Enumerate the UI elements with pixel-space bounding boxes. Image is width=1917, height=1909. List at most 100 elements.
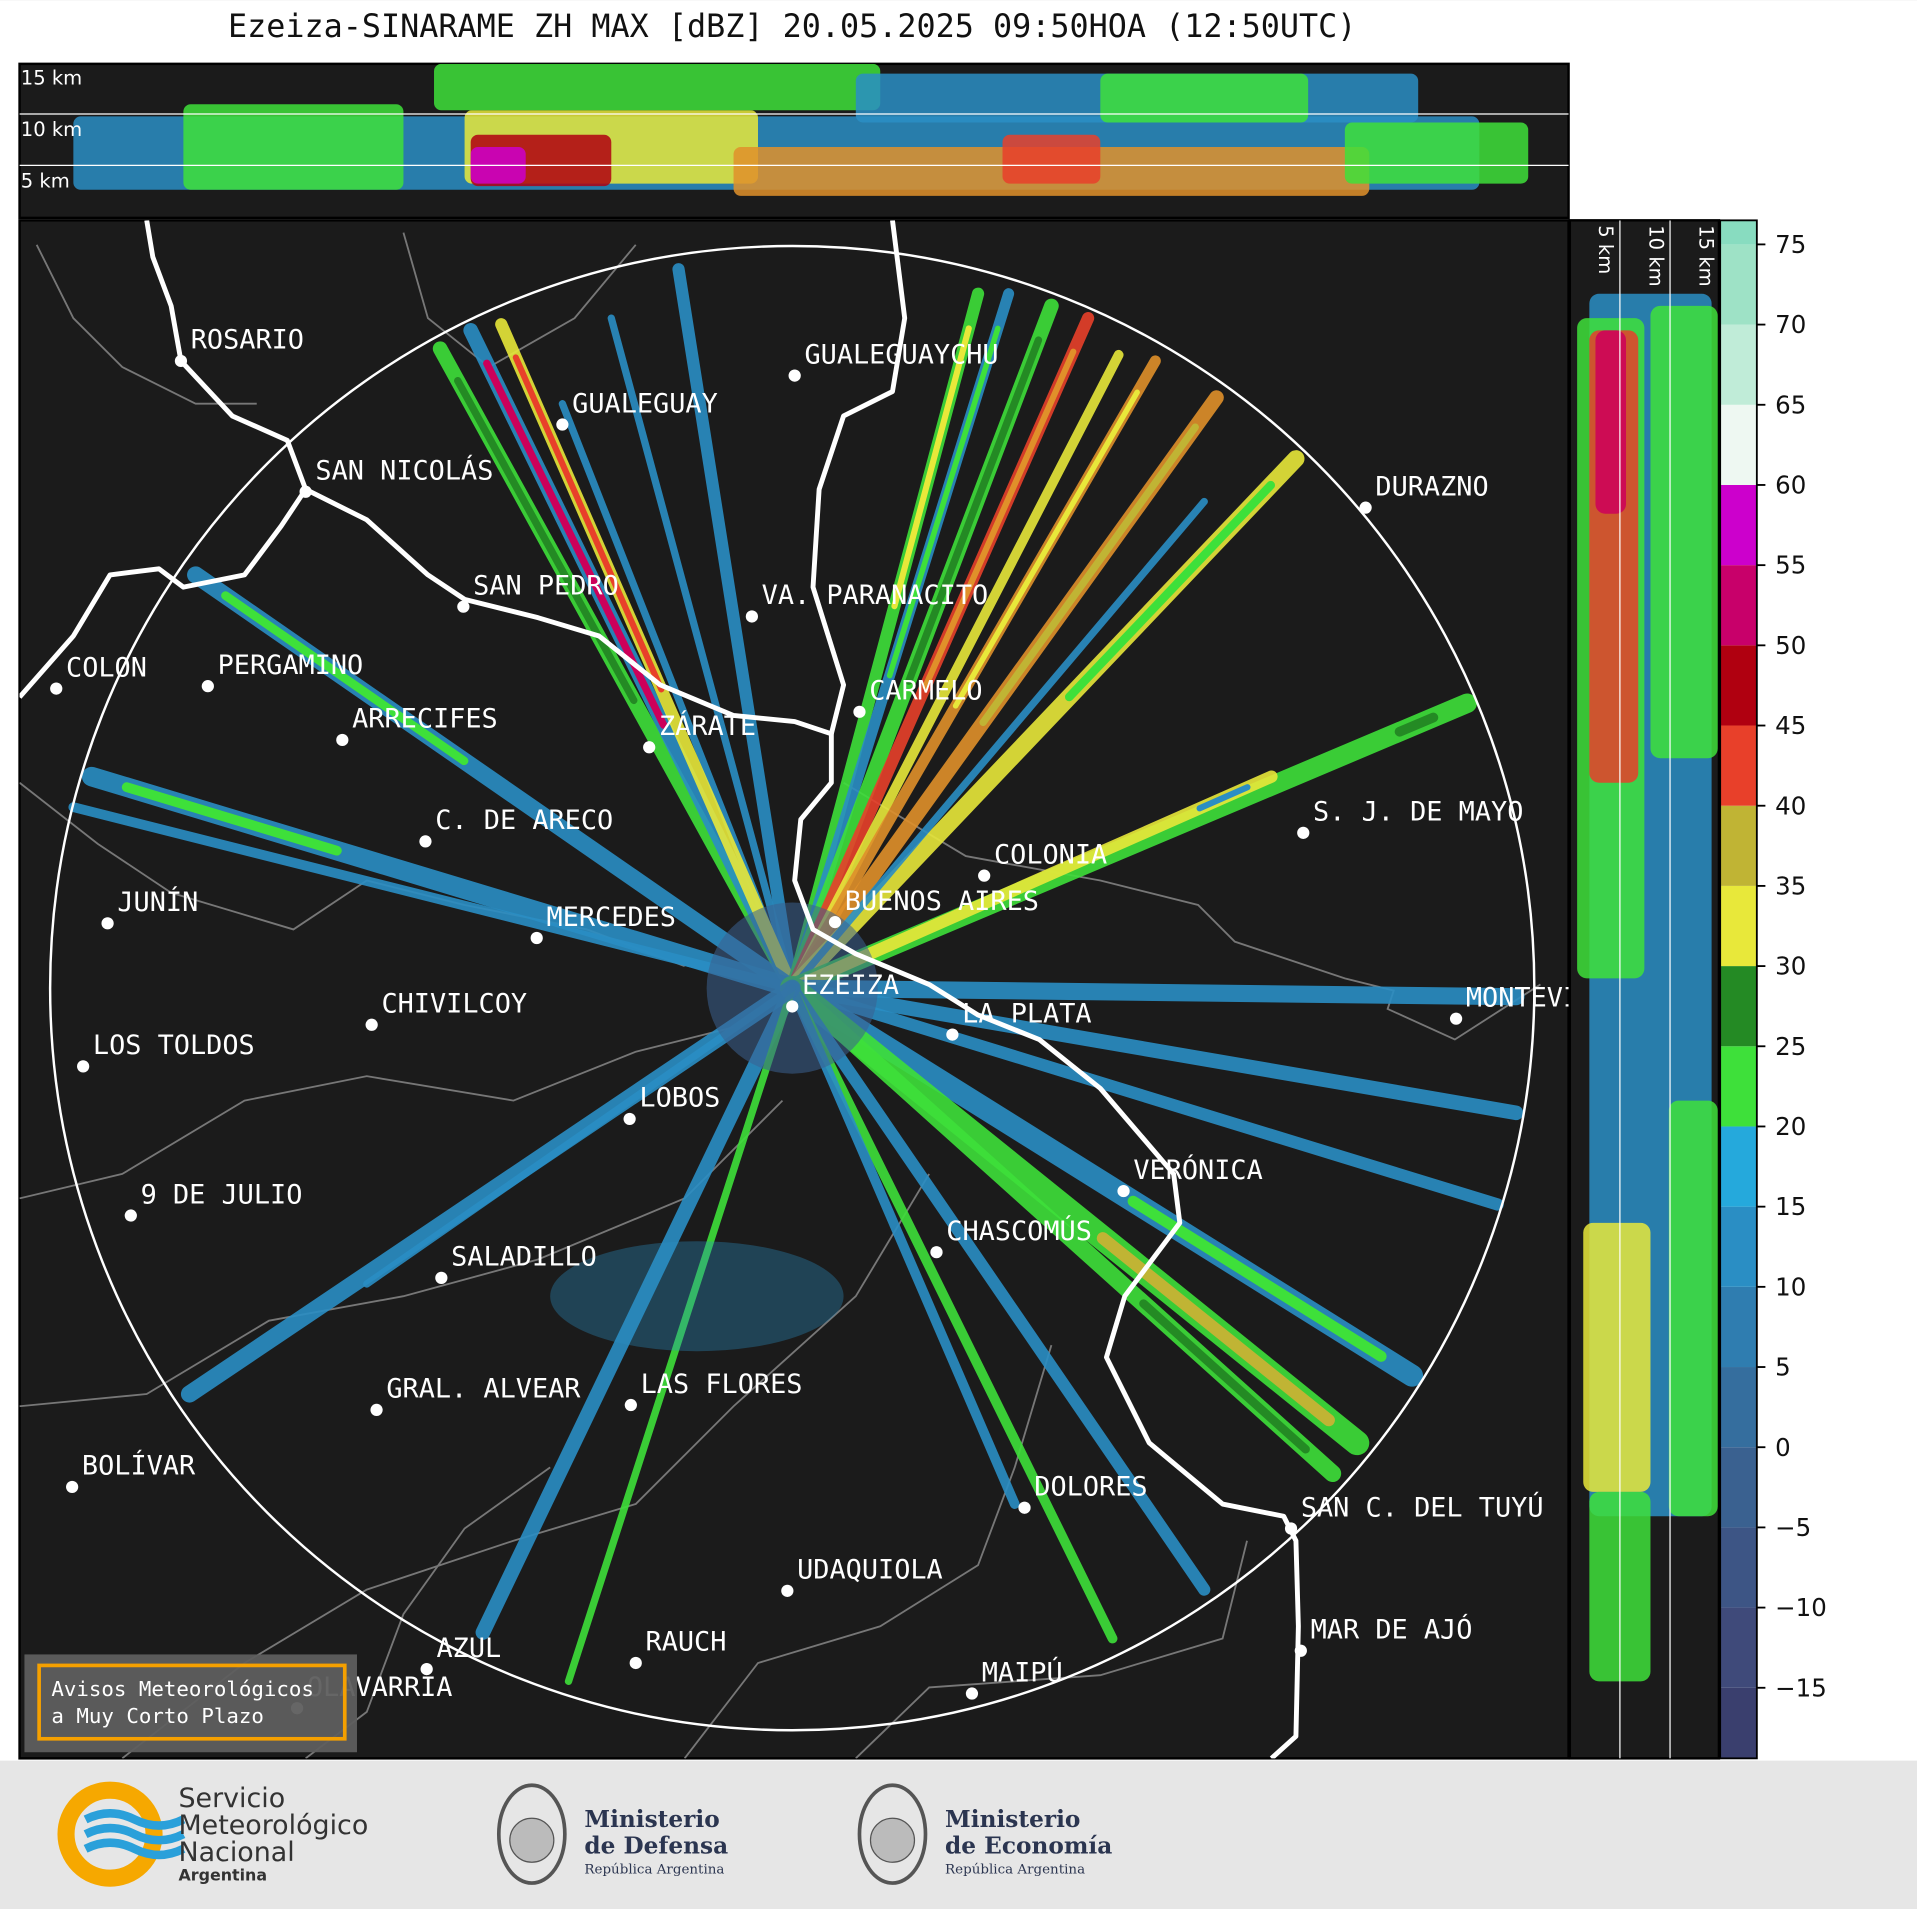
warning-text: a Muy Corto Plazo xyxy=(51,1704,264,1728)
city-marker xyxy=(978,869,991,882)
city-label: CHIVILCOY xyxy=(381,989,527,1020)
smn-waves xyxy=(83,1809,186,1860)
colorbar-band xyxy=(1720,645,1757,726)
top-profile: 5 km 10 km 15 km xyxy=(19,63,1569,196)
reflectivity-ray xyxy=(475,980,800,1640)
colorbar-tick-label: −5 xyxy=(1775,1513,1811,1542)
colorbar-band xyxy=(1720,1206,1757,1287)
colorbar-tick-label: 40 xyxy=(1775,791,1806,820)
colorbar-band xyxy=(1720,404,1757,485)
map: ROSARIO GUALEGUAYCHU GUALEGUAY SAN NICOLÁS D… xyxy=(19,220,1628,1759)
colorbar-tick-label: 30 xyxy=(1775,952,1806,981)
reflectivity-ray xyxy=(784,980,1524,1121)
city-marker xyxy=(1284,1522,1298,1535)
city-marker xyxy=(365,1018,378,1031)
colorbar: −15 −10 −5 0 5 10 15 20 25 30 35 40 45 50 55 60 65 70 75 xyxy=(1719,219,1827,1760)
colorbar-frame xyxy=(1719,219,1758,1760)
height-label: 15 km xyxy=(1694,225,1717,286)
city-marker xyxy=(419,835,432,848)
city-label: RAUCH xyxy=(646,1627,727,1658)
city-label: MAR DE AJÓ xyxy=(1311,1614,1473,1646)
coastline xyxy=(19,487,308,699)
city-label: MONTEVIDEO xyxy=(1466,982,1628,1013)
smn-text: Nacional xyxy=(178,1837,294,1868)
city-label: 9 DE JULIO xyxy=(141,1179,303,1210)
reflectivity-ray xyxy=(786,982,1211,1596)
reflectivity-ray xyxy=(783,979,1525,1006)
reflectivity-core xyxy=(905,336,1043,685)
profile-echo xyxy=(1100,73,1309,123)
smn-ring xyxy=(57,1781,163,1887)
colorbar-band xyxy=(1720,1367,1757,1448)
colorbar-band xyxy=(1720,1687,1757,1759)
city-label: BUENOS AIRES xyxy=(845,886,1039,917)
colorbar-tick-label: 65 xyxy=(1775,390,1806,419)
profile-echo xyxy=(1595,330,1627,514)
city-marker xyxy=(66,1480,79,1494)
colorbar-band xyxy=(1720,725,1757,806)
city-label: EZEIZA xyxy=(802,970,899,1001)
range-ring xyxy=(48,244,1536,1732)
city-marker xyxy=(299,485,312,498)
reflectivity-core xyxy=(952,389,1140,709)
coastline xyxy=(144,220,1301,1759)
reflectivity-ray xyxy=(787,983,1020,1509)
city-marker xyxy=(1449,1012,1463,1025)
colorbar-tick-label: −15 xyxy=(1775,1673,1827,1702)
reflectivity-core xyxy=(1139,1299,1310,1454)
warning-box xyxy=(24,1654,357,1753)
reflectivity-ray xyxy=(787,349,1124,994)
city-label: GRAL. ALVEAR xyxy=(386,1374,581,1405)
title: Ezeiza-SINARAME ZH MAX [dBZ] 20.05.2025 … xyxy=(228,9,1356,45)
city-label: VERÓNICA xyxy=(1133,1154,1262,1186)
city-label: LA PLATA xyxy=(962,998,1091,1029)
reflectivity-ray xyxy=(787,983,1118,1644)
reflectivity-core xyxy=(454,377,638,705)
right-profile: 5 km 10 km 15 km xyxy=(1577,220,1718,1759)
height-label: 5 km xyxy=(1594,225,1617,274)
reflectivity-core xyxy=(1096,1232,1335,1427)
footer xyxy=(0,1760,1917,1909)
city-label: COLONIA xyxy=(994,839,1107,870)
reflectivity-core xyxy=(221,591,469,766)
reflectivity-ray xyxy=(788,497,1208,992)
city-marker xyxy=(781,1584,794,1597)
smn-text: Meteorológico xyxy=(178,1810,368,1841)
height-label: 10 km xyxy=(21,118,82,141)
crest xyxy=(857,1783,928,1885)
colorbar-tick-label: 10 xyxy=(1775,1272,1806,1301)
reflectivity-ray xyxy=(607,314,796,992)
city-label: ZÁRATE xyxy=(659,710,756,742)
city-label: SAN NICOLÁS xyxy=(315,455,493,487)
city-label: SAN PEDRO xyxy=(473,570,619,601)
profile-echo xyxy=(1002,134,1101,184)
city-label: BOLÍVAR xyxy=(82,1450,196,1482)
city-marker xyxy=(556,418,569,431)
colorbar-band xyxy=(1720,1046,1757,1127)
reflectivity-core xyxy=(512,354,665,693)
colorbar-band xyxy=(1720,1607,1757,1688)
city-label: GUALEGUAYCHU xyxy=(804,339,998,370)
smn-logo: Servicio Meteorológico Nacional Argentin… xyxy=(57,1781,368,1887)
city-marker xyxy=(623,1112,636,1126)
city-label: SAN C. DEL TUYÚ xyxy=(1301,1491,1544,1523)
colorbar-tick-label: −10 xyxy=(1775,1593,1827,1622)
city-marker xyxy=(946,1028,959,1041)
city-label: S. J. DE MAYO xyxy=(1313,797,1523,828)
city-marker xyxy=(124,1209,137,1222)
city-marker xyxy=(624,1398,637,1412)
economia-logo: Ministerio de Economía República Argenti… xyxy=(857,1783,1112,1885)
smn-text: Servicio xyxy=(178,1783,285,1814)
city-marker xyxy=(457,600,470,613)
city-label: AZUL xyxy=(436,1633,501,1664)
height-label: 15 km xyxy=(21,67,82,90)
city-label: COLON xyxy=(66,652,147,683)
city-marker xyxy=(530,931,543,945)
city-marker xyxy=(420,1662,433,1676)
reflectivity-core xyxy=(891,325,972,610)
colorbar-band xyxy=(1720,805,1757,886)
city-marker xyxy=(50,682,63,695)
ministry-text: República Argentina xyxy=(584,1862,724,1877)
reflectivity-core xyxy=(922,348,1077,690)
colorbar-band xyxy=(1720,1527,1757,1608)
